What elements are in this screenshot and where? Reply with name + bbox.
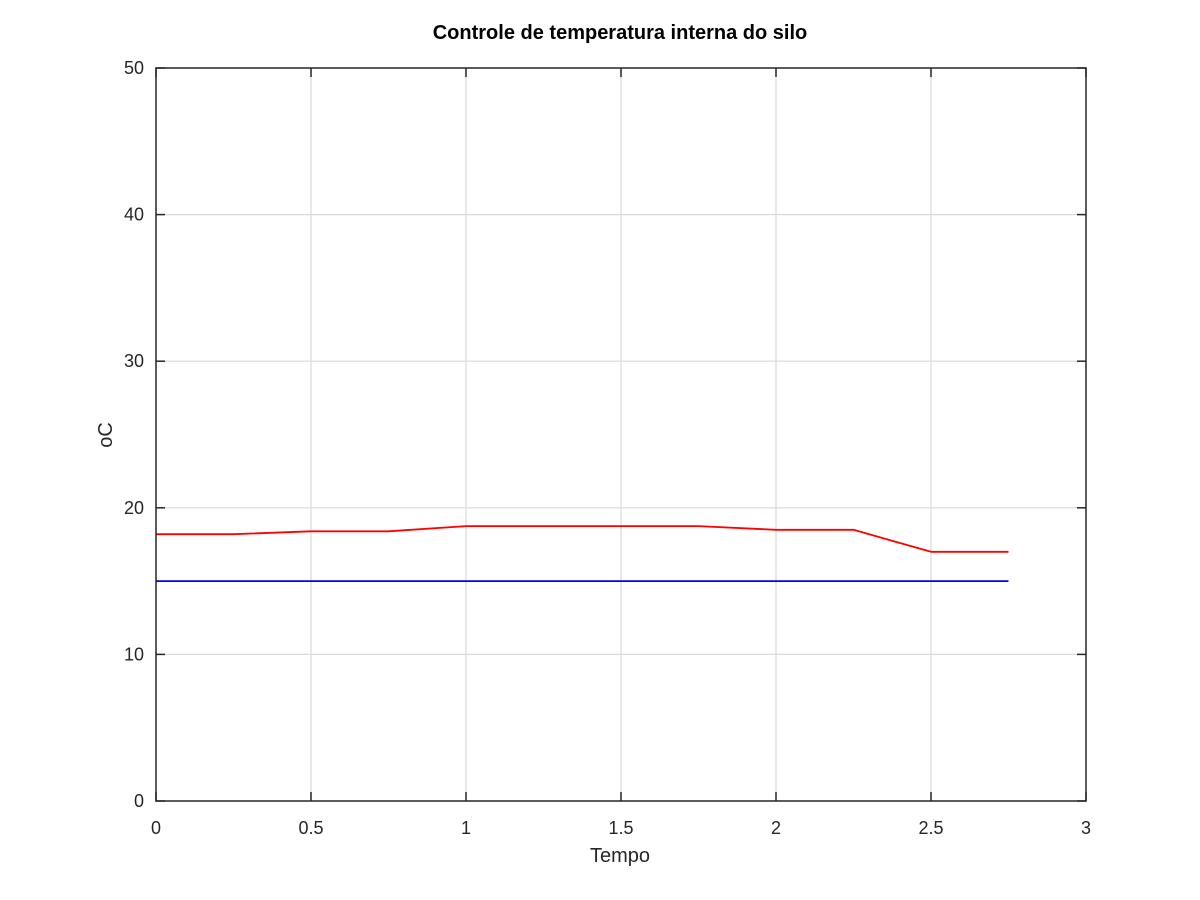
y-tick-label: 20 <box>124 498 144 518</box>
y-tick-label: 50 <box>124 58 144 78</box>
x-tick-label: 1.5 <box>608 818 633 838</box>
series-lines <box>156 525 1009 582</box>
x-tick-label: 2 <box>771 818 781 838</box>
axis-ticks <box>155 67 1087 802</box>
y-tick-label: 0 <box>134 791 144 811</box>
series-line-red <box>156 525 1009 553</box>
x-tick-labels: 0 0.5 1 1.5 2 2.5 3 <box>151 818 1091 838</box>
x-tick-label: 3 <box>1081 818 1091 838</box>
y-tick-label: 10 <box>124 644 144 664</box>
y-axis-label: oC <box>95 422 117 448</box>
x-tick-label: 1 <box>461 818 471 838</box>
chart-title: Controle de temperatura interna do silo <box>433 22 808 44</box>
y-tick-label: 30 <box>124 351 144 371</box>
grid <box>156 68 1086 801</box>
y-tick-labels: 0 10 20 30 40 50 <box>124 58 144 811</box>
x-tick-label: 0 <box>151 818 161 838</box>
x-tick-label: 0.5 <box>298 818 323 838</box>
x-tick-label: 2.5 <box>918 818 943 838</box>
y-tick-label: 40 <box>124 205 144 225</box>
x-axis-label: Tempo <box>590 845 650 867</box>
